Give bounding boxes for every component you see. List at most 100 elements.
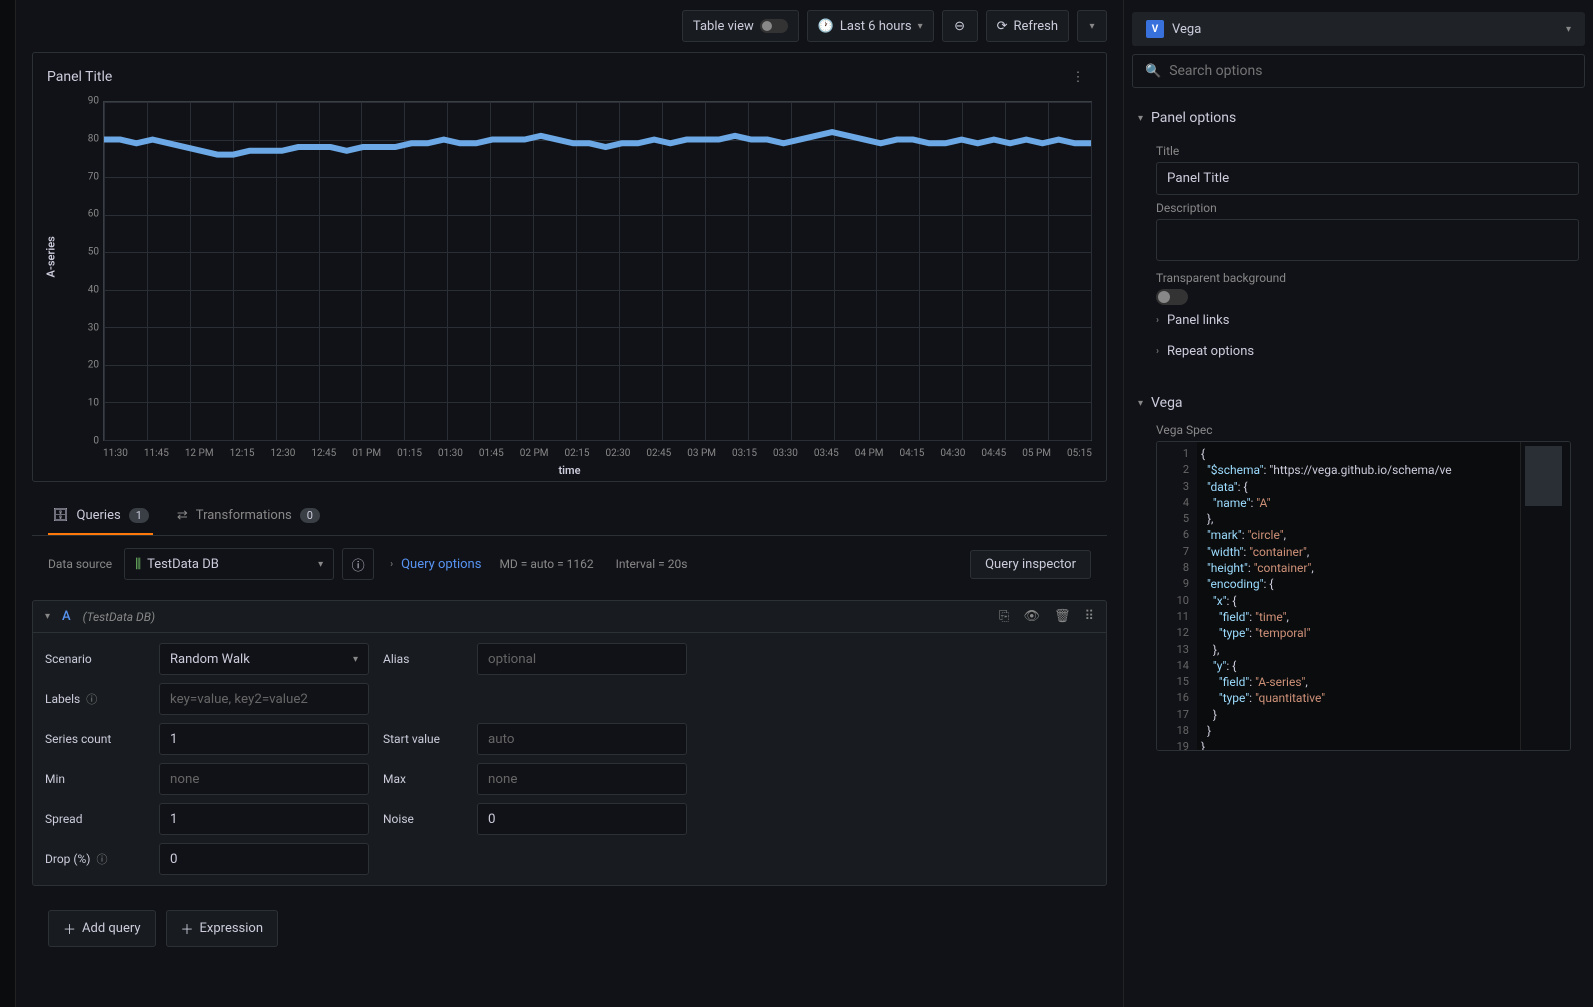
zoom-out-icon: ⊖ (954, 19, 965, 34)
chevron-down-icon: ▾ (318, 559, 323, 570)
collapse-icon[interactable]: ▾ (45, 611, 50, 622)
title-input[interactable] (1156, 162, 1579, 195)
query-inspector-button[interactable]: Query inspector (970, 550, 1091, 579)
chevron-down-icon: ▾ (1138, 398, 1143, 409)
trash-icon[interactable]: 🗑 (1054, 609, 1071, 624)
refresh-label: Refresh (1014, 19, 1058, 34)
max-label: Max (383, 772, 463, 786)
info-icon[interactable]: ⓘ (96, 851, 107, 867)
add-query-button[interactable]: ＋ Add query (48, 910, 156, 947)
scenario-value: Random Walk (170, 652, 250, 667)
clock-icon: 🕐 (818, 19, 834, 34)
noise-input[interactable] (477, 803, 687, 835)
spread-label: Spread (45, 812, 145, 826)
tab-queries-label: Queries (77, 508, 121, 523)
eye-icon[interactable]: 👁 (1023, 609, 1040, 624)
vega-code-editor[interactable]: 12345678910111213141516171819 { "$schema… (1156, 441, 1571, 751)
chevron-down-icon: ▾ (353, 654, 358, 665)
spread-input[interactable] (159, 803, 369, 835)
search-icon: 🔍 (1145, 64, 1161, 79)
transform-icon: ⇄ (177, 508, 188, 523)
scenario-label: Scenario (45, 652, 145, 666)
panel-links-section[interactable]: › Panel links (1156, 305, 1579, 336)
chevron-down-icon: ▾ (1089, 21, 1094, 32)
panel-title: Panel Title (47, 69, 112, 85)
search-input[interactable] (1169, 63, 1572, 79)
visualization-picker[interactable]: V Vega ▾ (1132, 12, 1585, 46)
series-count-label: Series count (45, 732, 145, 746)
min-input[interactable] (159, 763, 369, 795)
add-expression-button[interactable]: ＋ Expression (166, 910, 279, 947)
toggle-icon (760, 19, 788, 33)
series-count-input[interactable] (159, 723, 369, 755)
chart: A-series 11:3011:4512 PM12:1512:3012:450… (33, 101, 1106, 481)
add-query-label: Add query (82, 921, 141, 936)
chevron-down-icon: ▾ (1566, 24, 1571, 35)
start-value-label: Start value (383, 732, 463, 746)
description-field-label: Description (1156, 201, 1579, 215)
vega-section[interactable]: ▾ Vega (1138, 389, 1579, 417)
repeat-options-section[interactable]: › Repeat options (1156, 336, 1579, 367)
x-ticks: 11:3011:4512 PM12:1512:3012:4501 PM01:15… (103, 448, 1092, 459)
vega-section-label: Vega (1151, 395, 1183, 411)
chevron-down-icon: ▾ (918, 21, 923, 32)
chevron-down-icon: ▾ (1138, 113, 1143, 124)
query-ref-letter[interactable]: A (62, 609, 71, 624)
expression-label: Expression (200, 921, 264, 936)
alias-input[interactable] (477, 643, 687, 675)
plus-icon: ＋ (181, 919, 194, 938)
description-input[interactable] (1156, 219, 1579, 261)
datasource-help-button[interactable]: ⓘ (342, 548, 374, 580)
query-tabs: 🗄 Queries 1 ⇄ Transformations 0 (32, 498, 1107, 536)
noise-label: Noise (383, 812, 463, 826)
chevron-right-icon: › (1156, 346, 1159, 357)
refresh-interval-button[interactable]: ▾ (1077, 10, 1107, 42)
query-editor: ▾ A (TestData DB) ⎘ 👁 🗑 ⠿ Scenario Rando… (32, 600, 1107, 886)
datasource-value: TestData DB (147, 557, 219, 572)
panel-options-section[interactable]: ▾ Panel options (1138, 104, 1579, 132)
datasource-row: Data source ⫼ TestData DB ▾ ⓘ › Query op… (32, 536, 1107, 592)
md-text: MD = auto = 1162 (499, 557, 593, 571)
info-icon[interactable]: ⓘ (86, 691, 97, 707)
datasource-label: Data source (48, 557, 112, 571)
datasource-icon: ⫼ (135, 557, 141, 572)
minimap[interactable] (1520, 442, 1570, 750)
transparent-label: Transparent background (1156, 271, 1579, 285)
panel-options-label: Panel options (1151, 110, 1236, 126)
panel-menu-button[interactable]: ⋮ (1064, 63, 1092, 91)
y-axis-label: A-series (45, 236, 58, 277)
chevron-right-icon: › (390, 559, 393, 570)
table-view-toggle[interactable]: Table view (682, 10, 799, 42)
duplicate-icon[interactable]: ⎘ (999, 609, 1009, 624)
viz-name: Vega (1172, 22, 1201, 37)
options-panel: V Vega ▾ 🔍 ▾ Panel options Title Descrip… (1123, 0, 1593, 1007)
max-input[interactable] (477, 763, 687, 795)
panel-links-label: Panel links (1167, 313, 1229, 328)
search-options[interactable]: 🔍 (1132, 54, 1585, 88)
transparent-toggle[interactable] (1156, 289, 1188, 305)
start-value-input[interactable] (477, 723, 687, 755)
time-range-picker[interactable]: 🕐 Last 6 hours ▾ (807, 10, 934, 42)
alias-label: Alias (383, 652, 463, 666)
vega-icon: V (1146, 20, 1164, 38)
scenario-select[interactable]: Random Walk ▾ (159, 643, 369, 675)
chevron-right-icon: › (1156, 315, 1159, 326)
time-range-label: Last 6 hours (840, 19, 912, 34)
zoom-out-button[interactable]: ⊖ (942, 10, 978, 42)
query-options-button[interactable]: Query options (401, 557, 481, 572)
panel: Panel Title ⋮ A-series 11:3011:4512 PM12… (32, 52, 1107, 482)
drag-handle-icon[interactable]: ⠿ (1084, 609, 1094, 624)
datasource-select[interactable]: ⫼ TestData DB ▾ (124, 548, 334, 580)
drop-label: Drop (%)ⓘ (45, 851, 145, 867)
tab-transformations[interactable]: ⇄ Transformations 0 (173, 498, 324, 535)
tab-queries[interactable]: 🗄 Queries 1 (48, 498, 153, 535)
labels-label: Labelsⓘ (45, 691, 145, 707)
x-axis-label: time (33, 464, 1106, 477)
refresh-button[interactable]: ⟳ Refresh (986, 10, 1069, 42)
database-icon: 🗄 (52, 508, 69, 523)
plus-icon: ＋ (63, 919, 76, 938)
tab-transforms-label: Transformations (196, 508, 292, 523)
labels-input[interactable] (159, 683, 369, 715)
drop-input[interactable] (159, 843, 369, 875)
left-rail (0, 0, 16, 1007)
